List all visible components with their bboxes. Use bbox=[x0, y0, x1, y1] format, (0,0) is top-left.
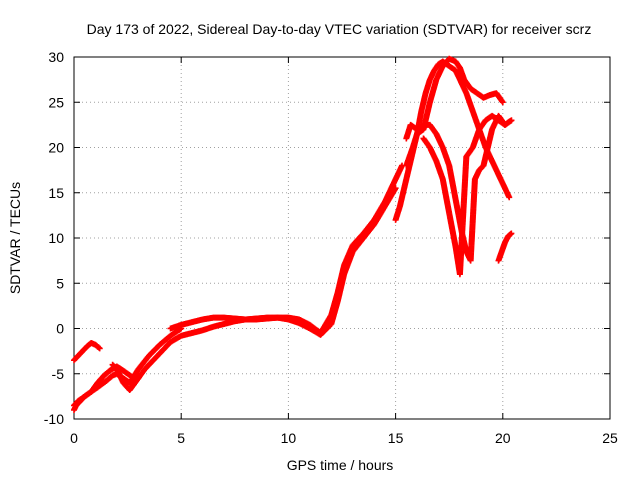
y-tick-label: -10 bbox=[44, 411, 64, 427]
x-tick-label: 15 bbox=[388, 430, 404, 446]
grid bbox=[74, 57, 610, 419]
x-axis-label: GPS time / hours bbox=[287, 457, 394, 473]
y-tick-label: 25 bbox=[48, 94, 64, 110]
data-point bbox=[508, 117, 515, 124]
y-tick-label: 10 bbox=[48, 230, 64, 246]
y-tick-labels: -10 -5 0 5 10 15 20 25 30 bbox=[44, 49, 64, 427]
data-points bbox=[71, 55, 515, 413]
y-axis-label: SDTVAR / TECUs bbox=[7, 182, 23, 294]
y-tick-label: 30 bbox=[48, 49, 64, 65]
data-point bbox=[499, 99, 506, 106]
chart-title: Day 173 of 2022, Sidereal Day-to-day VTE… bbox=[87, 21, 592, 37]
data-point bbox=[96, 345, 103, 352]
y-tick-label: 0 bbox=[56, 321, 64, 337]
y-tick-label: -5 bbox=[52, 366, 65, 382]
axis-ticks bbox=[73, 56, 611, 420]
x-tick-label: 10 bbox=[281, 430, 297, 446]
y-tick-label: 5 bbox=[56, 275, 64, 291]
x-tick-label: 25 bbox=[602, 430, 618, 446]
data-point bbox=[506, 194, 513, 201]
y-tick-label: 20 bbox=[48, 140, 64, 156]
x-tick-label: 0 bbox=[70, 430, 78, 446]
y-tick-label: 15 bbox=[48, 185, 64, 201]
x-tick-label: 20 bbox=[495, 430, 511, 446]
data-point bbox=[508, 230, 515, 237]
x-tick-label: 5 bbox=[177, 430, 185, 446]
x-tick-labels: 0 5 10 15 20 25 bbox=[70, 430, 618, 446]
